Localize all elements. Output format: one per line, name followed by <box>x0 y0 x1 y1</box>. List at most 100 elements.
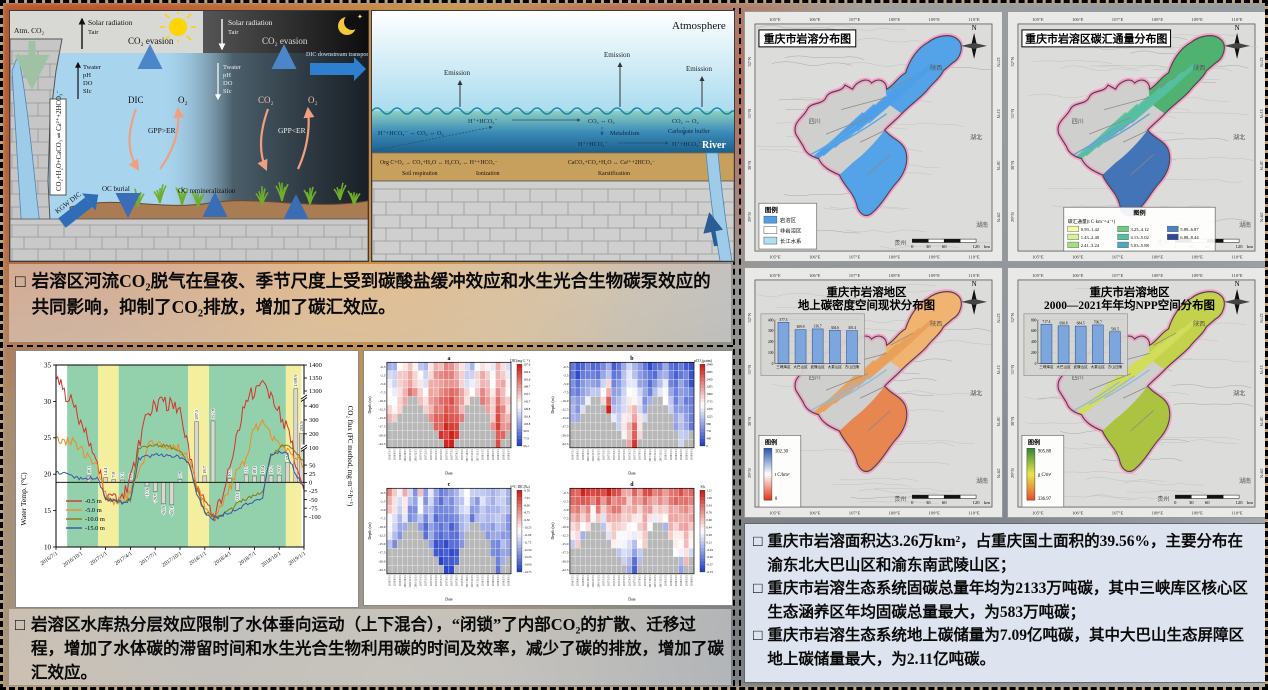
lat-tick-left: 29°N <box>1010 212 1015 222</box>
heat-cell <box>391 556 398 566</box>
heat-cell <box>464 379 470 389</box>
inset-bar-category: 三峡库区 <box>776 364 791 369</box>
heat-cell <box>647 513 653 523</box>
heat-cell <box>683 379 689 389</box>
heat-cell <box>595 379 602 389</box>
heat-cell <box>438 404 444 414</box>
heat-cell <box>668 556 674 566</box>
heat-cell <box>621 548 627 557</box>
heat-cell <box>474 556 481 566</box>
heat-cell <box>657 404 664 414</box>
heat-x-label: 2018/5/15 <box>685 575 688 587</box>
colorbar-step <box>699 422 705 426</box>
heat-cell <box>448 513 455 523</box>
lon-tick-top: 109°E <box>1191 17 1203 22</box>
bedrock-bricks <box>10 224 368 261</box>
heat-cell <box>642 556 648 566</box>
heat-cell <box>600 387 607 397</box>
inset-bar <box>1040 324 1053 364</box>
heat-cell <box>662 513 669 523</box>
legend-title: 图例 <box>1028 438 1040 446</box>
heat-cell <box>585 379 591 389</box>
heat-cell <box>402 556 408 566</box>
colorbar-step <box>699 425 705 430</box>
colorbar-tick: 0.28 <box>706 533 712 537</box>
karst-area-se <box>1102 386 1170 472</box>
heat-y-tick: -10.0 <box>378 525 385 529</box>
bar-value-label: 10.5 <box>227 468 232 476</box>
heat-cell <box>616 496 622 506</box>
heat-cell <box>585 396 591 406</box>
inset-y-tick: 300 <box>768 329 774 333</box>
svg-text:Emission: Emission <box>686 65 713 73</box>
heat-cell <box>652 548 658 557</box>
gradient-step <box>763 498 772 501</box>
inset-bar-category: 方山丘陵 <box>845 364 860 369</box>
heat-x-label: 2017/7/15 <box>634 575 637 587</box>
heat-cell <box>505 522 512 532</box>
river-atmosphere-diagram: Atmosphere River Emission Emission Emiss… <box>371 10 735 262</box>
heat-cell <box>595 496 602 506</box>
heat-cell <box>402 488 408 497</box>
x-tick-label: 2018/1/1 <box>188 551 208 567</box>
colorbar-tick: 2940 <box>706 362 713 366</box>
heat-cell <box>397 505 403 515</box>
relief-line <box>894 440 975 444</box>
colorbar-step <box>699 415 705 419</box>
relief-line <box>1049 300 1130 304</box>
heat-cell <box>417 379 424 389</box>
heat-cell <box>422 379 429 389</box>
heat-cell <box>683 539 689 549</box>
heat-cell <box>397 387 403 397</box>
relief-line <box>1032 59 1113 64</box>
heat-cell <box>652 488 658 497</box>
heat-cell <box>569 488 576 497</box>
heat-frame <box>386 361 512 449</box>
heat-cell <box>595 565 602 574</box>
heat-cell <box>428 548 434 557</box>
heat-cell <box>662 362 669 371</box>
colorbar-tick: -9.50 <box>523 518 530 522</box>
heat-cell <box>453 513 460 523</box>
compass-icon: N <box>961 280 988 315</box>
heat-cell <box>469 379 475 389</box>
heat-x-label: 2018/5/15 <box>502 575 505 587</box>
y2-tick-label: 25 <box>309 471 315 478</box>
bar-value-label: 1308.9 <box>293 374 298 387</box>
heat-cell <box>600 396 607 406</box>
bedrock-bricks-2 <box>372 188 734 261</box>
heat-cell <box>433 522 439 532</box>
heat-cell <box>474 565 481 574</box>
gradient-step <box>1026 466 1035 469</box>
inset-bar-category: 武陵山区 <box>1074 364 1089 369</box>
bar-value-label: 18.1 <box>86 466 91 474</box>
colorbar-step <box>699 493 705 498</box>
heat-cell <box>453 387 460 397</box>
inset-bar-category: 三峡库区 <box>1039 364 1054 369</box>
heat-cell <box>590 422 596 431</box>
neighbor-province-label: 四川 <box>809 375 821 382</box>
county-boundary <box>1088 373 1131 391</box>
heat-cell <box>386 396 393 406</box>
inset-bar-value: 316.7 <box>814 324 822 328</box>
heat-cell <box>397 488 403 497</box>
gradient-step <box>763 482 772 485</box>
co2-evasion-day: CO₂ evasion <box>128 36 174 46</box>
heat-cell <box>688 565 695 574</box>
lat-tick-left: 32°N <box>1010 56 1015 66</box>
gradient-step <box>763 460 772 463</box>
heat-cell <box>688 404 695 414</box>
colorbar-step <box>516 401 522 406</box>
heat-cell <box>479 513 486 523</box>
neighbor-province-label: 陕西 <box>1193 320 1205 328</box>
y2-tick-label: 1350 <box>309 375 322 382</box>
heat-cell <box>616 362 622 371</box>
gradient-step <box>763 452 772 455</box>
heat-cell <box>428 556 434 566</box>
heat-cell <box>474 387 481 397</box>
neighbor-province-label: 湖南 <box>976 477 988 485</box>
heat-x-label: 2016/12/15 <box>597 449 600 462</box>
colorbar-tick: 0.12 <box>706 540 712 544</box>
y2-axis-label: CO₂ flux (FC method, mg·m⁻²·h⁻¹) <box>346 406 354 507</box>
